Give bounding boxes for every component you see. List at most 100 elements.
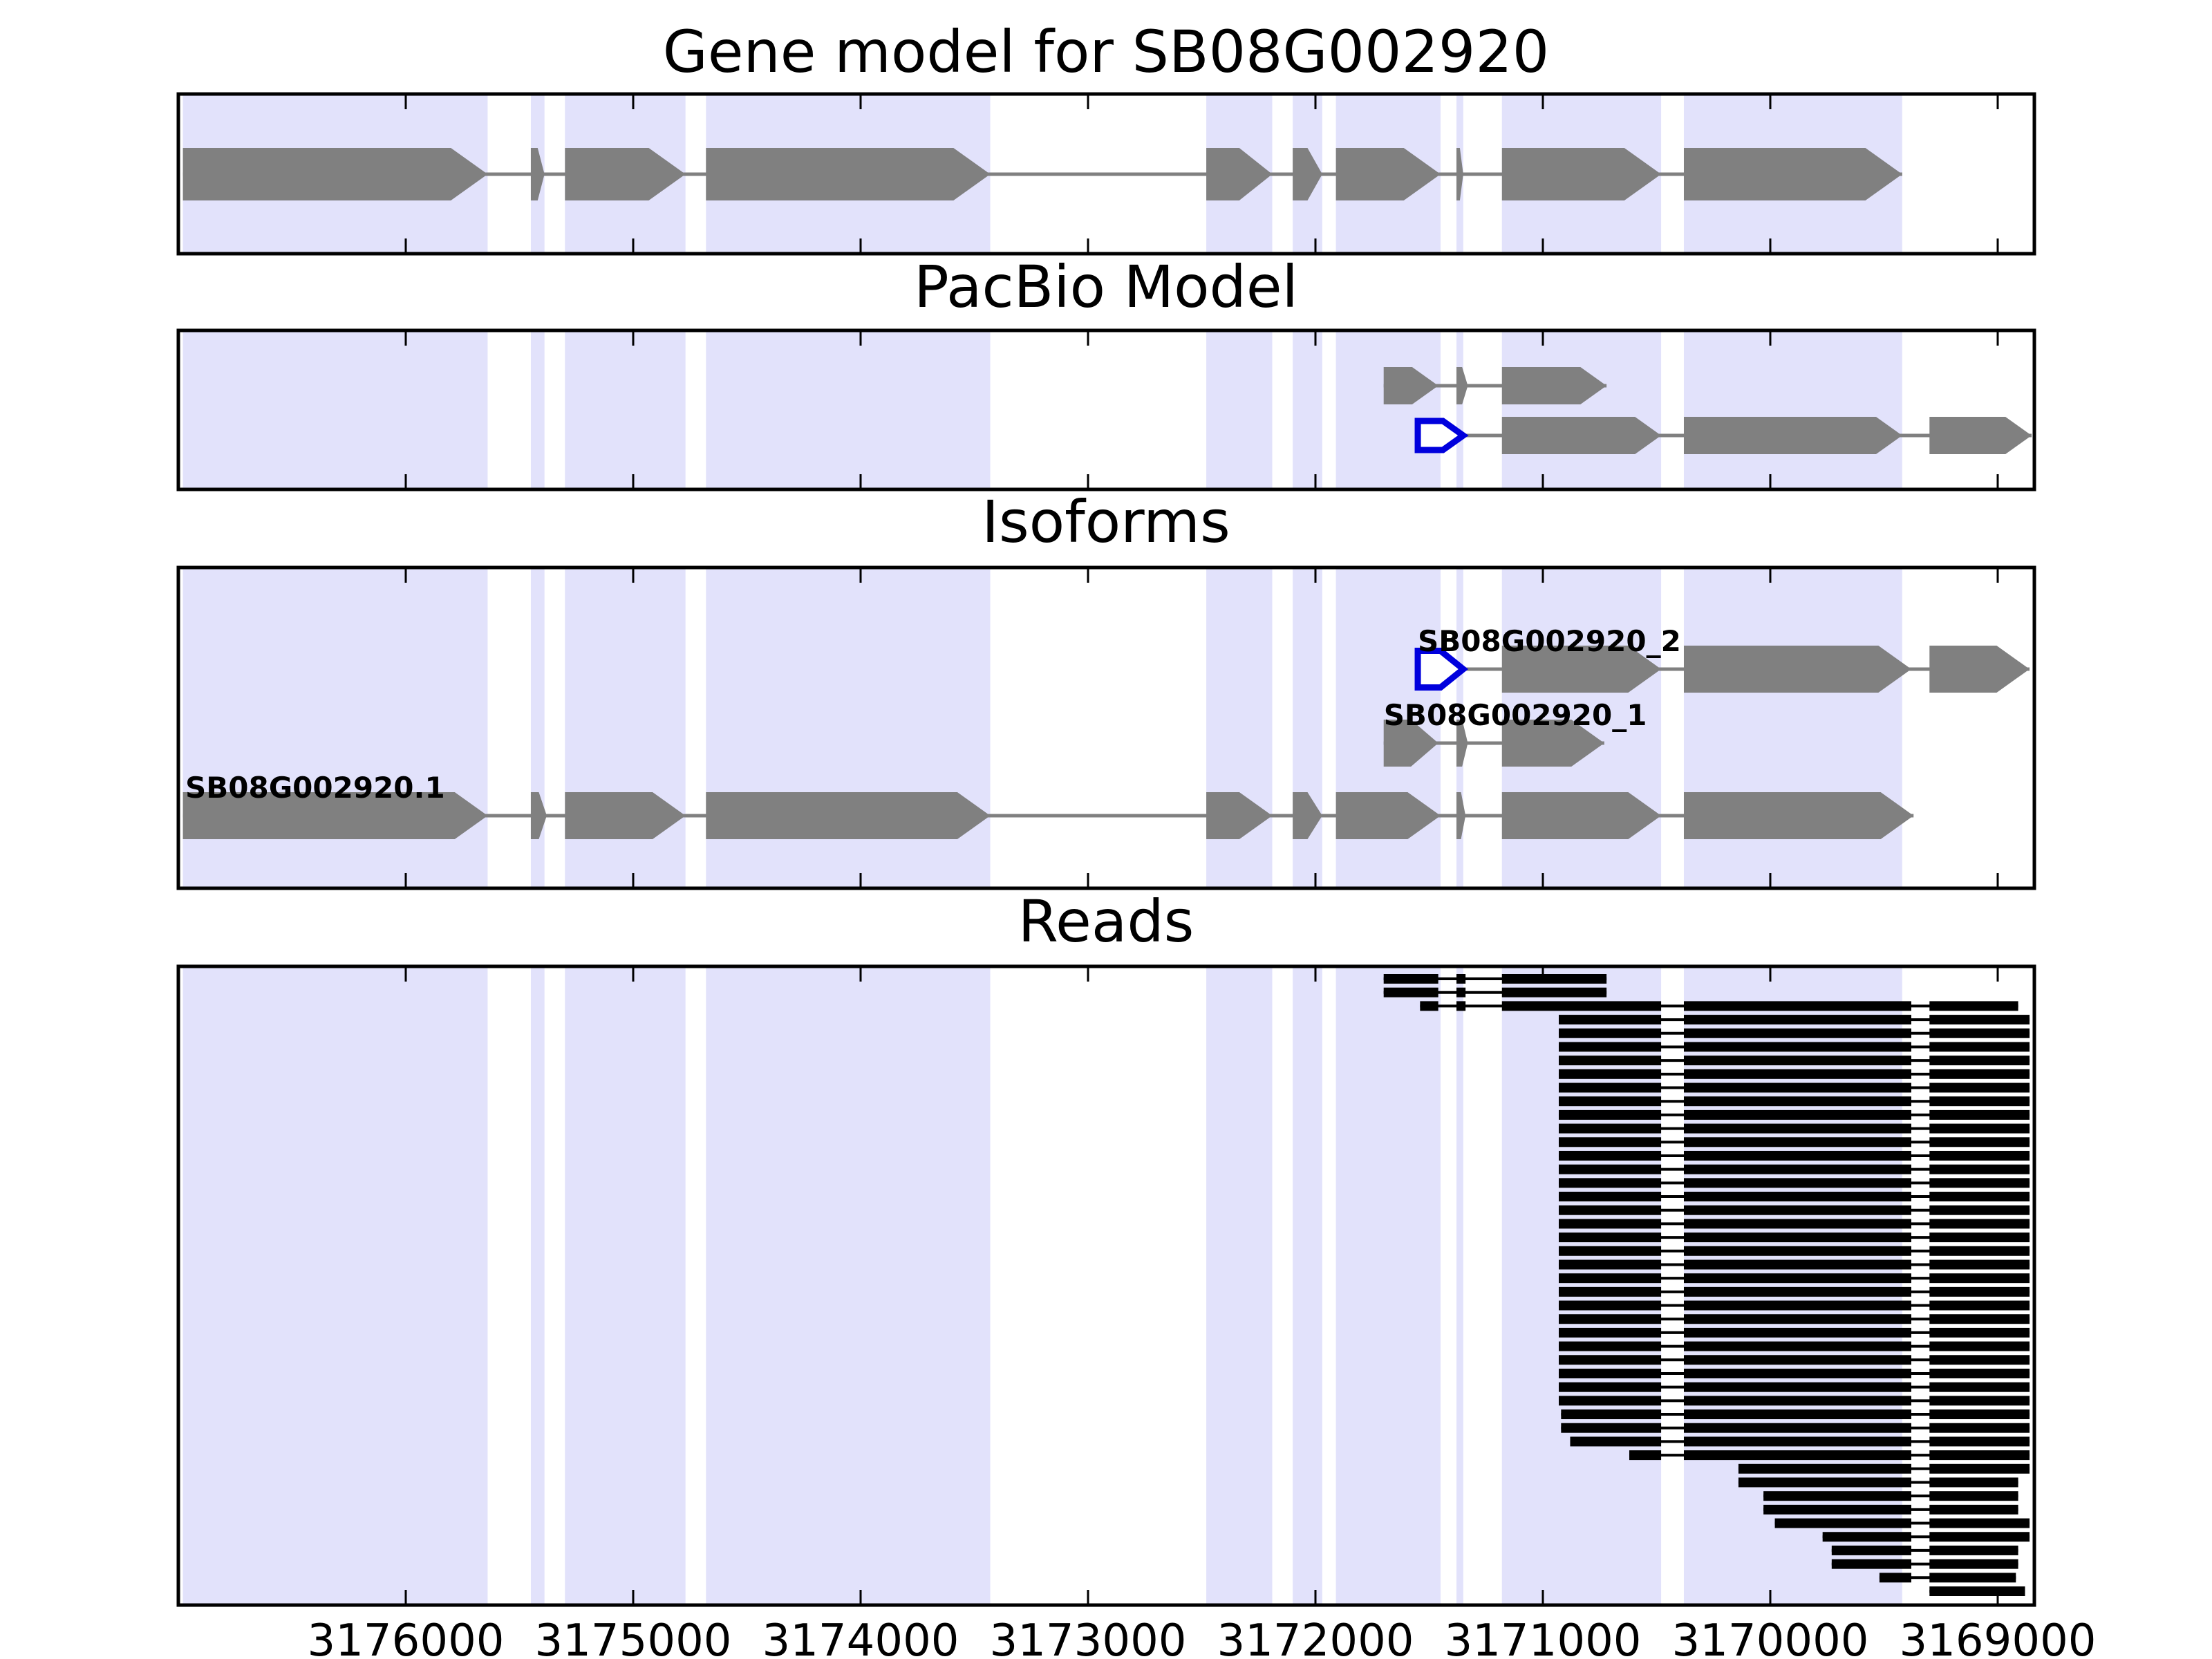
- read-block: [1561, 1409, 1662, 1420]
- read-block: [1738, 1477, 1911, 1488]
- read-block: [1929, 1368, 2030, 1378]
- utr-segment: [1414, 647, 1469, 691]
- read-block: [1683, 1355, 1911, 1365]
- read-block: [1559, 1082, 1662, 1093]
- read-block: [1929, 1205, 2030, 1215]
- panel-frame: [176, 328, 2036, 491]
- read-block: [1683, 1028, 1911, 1038]
- exon-region-shade: [565, 332, 686, 488]
- x-tick-label: 3174000: [762, 1615, 959, 1659]
- read-block: [1929, 1559, 2018, 1569]
- read-block: [1929, 1015, 2030, 1025]
- read-block: [1683, 1368, 1911, 1378]
- read-block: [1929, 1450, 2030, 1461]
- read-block: [1929, 1150, 2030, 1161]
- read-block: [1929, 1586, 2025, 1596]
- exon-region-shade: [1335, 332, 1441, 488]
- read-block: [1929, 1463, 2030, 1474]
- exon-block: [1683, 417, 1902, 454]
- read-block: [1929, 1573, 2016, 1583]
- read-block: [1929, 1491, 2018, 1501]
- exon-block: [1335, 792, 1441, 839]
- read-block: [1559, 1273, 1662, 1284]
- read-block: [1559, 1382, 1662, 1392]
- x-tick-label: 3176000: [307, 1615, 504, 1659]
- read-block: [1559, 1042, 1662, 1052]
- read-block: [1929, 1382, 2030, 1392]
- exon-region-shade: [530, 332, 545, 488]
- x-axis-tick-labels: 3176000 3175000 3174000 3173000 3172000 31710…: [307, 1615, 2096, 1659]
- exon-region-shade: [1293, 968, 1322, 1604]
- exon-block: [530, 792, 547, 839]
- read-block: [1683, 1450, 1911, 1461]
- read-block: [1929, 1082, 2030, 1093]
- panel-frame: [176, 565, 2036, 890]
- read-block: [1559, 1164, 1662, 1174]
- read-block: [1683, 1056, 1911, 1066]
- read-block: [1683, 1219, 1911, 1229]
- panel-title-reads: Reads: [1018, 888, 1194, 955]
- read-block: [1683, 1001, 1911, 1011]
- read-block: [1559, 1232, 1662, 1243]
- read-block: [1929, 1355, 2030, 1365]
- read-block: [1929, 1246, 2030, 1256]
- read-block: [1929, 1123, 2030, 1134]
- exon-region-shade: [182, 332, 488, 488]
- isoform-label: SB08G002920.1: [185, 771, 445, 805]
- read-block: [1559, 1096, 1662, 1107]
- read-block: [1929, 1001, 2018, 1011]
- tick-marks: [404, 94, 1999, 254]
- exon-block: [1929, 417, 2032, 454]
- read-block: [1929, 1314, 2030, 1324]
- exon-block: [706, 792, 991, 839]
- read-block: [1456, 987, 1466, 997]
- read-block: [1559, 1069, 1662, 1079]
- exon-block: [1335, 148, 1441, 200]
- exon-block: [1683, 148, 1902, 200]
- read-block: [1929, 1423, 2030, 1433]
- read-block: [1683, 1314, 1911, 1324]
- read-block: [1559, 1300, 1662, 1311]
- read-block: [1683, 1042, 1911, 1052]
- read-block: [1683, 1396, 1911, 1406]
- x-tick-label: 3171000: [1444, 1615, 1641, 1659]
- read-block: [1774, 1518, 1911, 1528]
- read-block: [1559, 1056, 1662, 1066]
- utr-segment: [1414, 418, 1469, 453]
- read-block: [1559, 1137, 1662, 1147]
- read-block: [1456, 1001, 1466, 1011]
- read-block: [1683, 1205, 1911, 1215]
- read-block: [1559, 1314, 1662, 1324]
- read-block: [1559, 1178, 1662, 1188]
- exon-region-shade: [1335, 968, 1441, 1604]
- read-block: [1738, 1463, 1911, 1474]
- exon-region-shade: [530, 968, 545, 1604]
- read-block: [1501, 974, 1607, 984]
- read-block: [1683, 1123, 1911, 1134]
- exon-block: [1501, 792, 1662, 839]
- exon-block: [706, 148, 991, 200]
- x-tick-label: 3172000: [1217, 1615, 1414, 1659]
- isoform-label: SB08G002920_2: [1418, 624, 1681, 658]
- read-block: [1929, 1286, 2030, 1297]
- exon-shading: [182, 332, 1902, 488]
- exon-block: [1501, 646, 1662, 693]
- exon-block: [1383, 720, 1438, 767]
- isoform-label: SB08G002920_1: [1384, 698, 1647, 732]
- read-block: [1559, 1219, 1662, 1229]
- exon-region-shade: [182, 968, 488, 1604]
- read-block: [1559, 1015, 1662, 1025]
- read-block: [1929, 1232, 2030, 1243]
- read-block: [1929, 1396, 2030, 1406]
- exon-block: [565, 792, 686, 839]
- read-block: [1559, 1259, 1662, 1270]
- read-block: [1683, 1246, 1911, 1256]
- exon-block: [1501, 148, 1662, 200]
- read-block: [1420, 1001, 1438, 1011]
- read-block: [1456, 974, 1466, 984]
- panel-title-pacbio-model: PacBio Model: [914, 253, 1298, 321]
- exon-block: [1456, 792, 1466, 839]
- read-block: [1879, 1573, 1911, 1583]
- read-block: [1559, 1368, 1662, 1378]
